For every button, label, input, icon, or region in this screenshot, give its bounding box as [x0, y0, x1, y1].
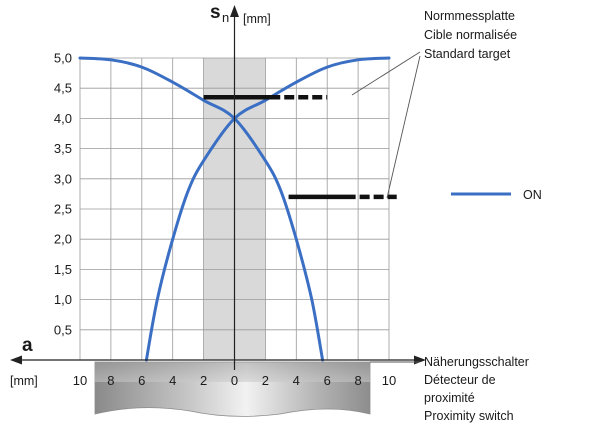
x-tick-label: 8	[107, 373, 114, 388]
x-tick-label: 10	[382, 373, 396, 388]
y-axis-arrow	[230, 5, 239, 17]
proximity-switch-face	[95, 362, 370, 382]
x-tick-label: 10	[73, 373, 87, 388]
y-tick-label: 3,5	[54, 141, 72, 156]
y-axis-unit: [mm]	[243, 12, 271, 26]
switch-label-fr-2: proximité	[424, 391, 475, 405]
y-tick-label: 3,0	[54, 171, 72, 186]
y-axis-subscript: n	[222, 10, 229, 25]
y-tick-label: 1,0	[54, 292, 72, 307]
x-tick-label: 8	[354, 373, 361, 388]
y-tick-label: 2,0	[54, 232, 72, 247]
x-tick-label: 6	[324, 373, 331, 388]
x-axis-unit: [mm]	[10, 374, 38, 388]
y-tick-label: 2,5	[54, 202, 72, 217]
target-label-en: Standard target	[424, 47, 511, 61]
x-tick-label: 2	[262, 373, 269, 388]
target-leader-upper	[351, 51, 421, 96]
y-tick-label: 0,5	[54, 322, 72, 337]
legend-label-on: ON	[523, 188, 542, 202]
y-axis-symbol: s	[210, 2, 221, 23]
y-tick-label: 4,0	[54, 111, 72, 126]
y-tick-label: 5,0	[54, 51, 72, 66]
switch-label-fr-1: Détecteur de	[424, 373, 496, 387]
x-tick-label: 4	[169, 373, 176, 388]
target-leader-lower	[386, 55, 421, 199]
x-axis-symbol: a	[22, 335, 33, 356]
switch-label-en: Proximity switch	[424, 409, 514, 423]
x-tick-label: 4	[293, 373, 300, 388]
x-tick-label: 6	[138, 373, 145, 388]
y-tick-label: 4,5	[54, 81, 72, 96]
y-tick-label: 1,5	[54, 262, 72, 277]
x-axis-arrow-left	[10, 355, 22, 365]
x-tick-label: 0	[231, 373, 238, 388]
x-tick-label: 2	[200, 373, 207, 388]
target-label-fr: Cible normalisée	[424, 28, 517, 42]
target-label-de: Normmessplatte	[424, 9, 515, 23]
switch-label-de: Näherungsschalter	[424, 355, 529, 369]
